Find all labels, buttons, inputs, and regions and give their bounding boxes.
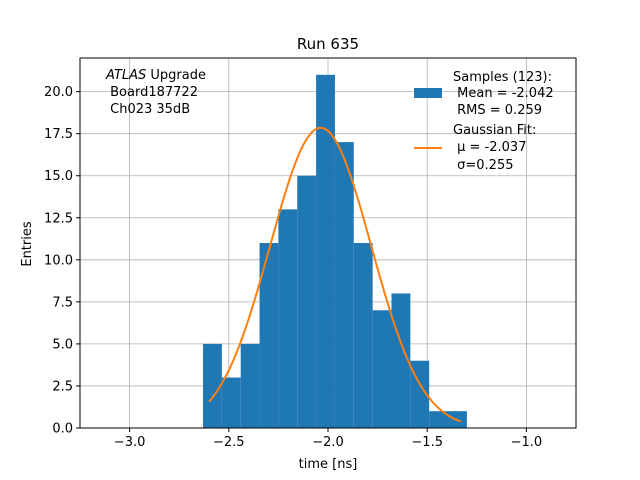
histogram-bar-1 [221,377,241,428]
histogram-bar-7 [334,142,354,428]
histogram-bar-11 [410,360,430,428]
y-tick-label-6: 15.0 [44,169,73,184]
histogram-bar-2 [240,343,260,428]
y-tick-label-0: 0.0 [52,422,73,437]
x-tick-label-0: −3.0 [114,435,146,450]
histogram-bar-6 [316,74,335,429]
y-tick-label-4: 10.0 [44,253,73,268]
histogram-bar-12 [429,411,449,428]
x-tick-label-3: −1.5 [411,435,443,450]
legend: Samples (123): Mean = -2.042 RMS = 0.259… [414,70,554,173]
histogram-bar-9 [372,310,392,428]
atlas-annotation: ATLAS Upgrade Board187722 Ch023 35dB [105,68,206,117]
y-axis-title: Entries [20,221,35,267]
y-tick-label-7: 17.5 [44,127,73,142]
annotation-line-3: Ch023 35dB [106,102,190,117]
x-tick-label-4: −1.0 [511,435,543,450]
legend-samples-line-1: Samples (123): [453,70,552,85]
y-tick-label-2: 5.0 [52,337,73,352]
annotation-line-1: ATLAS Upgrade [105,68,206,83]
histogram-bar-8 [353,243,373,428]
legend-samples-line-2: Mean = -2.042 [453,86,554,101]
gaussian-fit [208,126,462,423]
y-tick-label-5: 12.5 [44,211,73,226]
chart-title: Run 635 [297,35,359,53]
legend-fit-line-1: Gaussian Fit: [453,123,536,138]
y-tick-label-3: 7.5 [52,295,73,310]
annotation-atlas: ATLAS [105,68,146,83]
y-tick-label-8: 20.0 [44,85,73,100]
y-axis-ticks: 0.0 2.5 5.0 7.5 10.0 12.5 15.0 17.5 20.0 [44,85,80,437]
histogram-bar-5 [297,175,317,428]
annotation-line-2: Board187722 [106,85,198,100]
x-tick-label-1: −2.5 [213,435,245,450]
legend-fit-line-2: μ = -2.037 [453,140,526,155]
legend-fit-line-3: σ=0.255 [453,158,513,173]
histogram-bar-4 [278,209,298,428]
x-axis-ticks: −3.0 −2.5 −2.0 −1.5 −1.0 [114,428,542,450]
x-tick-label-2: −2.0 [312,435,344,450]
y-tick-label-1: 2.5 [52,379,73,394]
legend-samples-patch [414,88,442,98]
x-axis-title: time [ns] [299,457,358,472]
annotation-upgrade: Upgrade [146,68,206,83]
histogram-bar-0 [203,343,222,428]
legend-samples-line-3: RMS = 0.259 [453,103,542,118]
histogram-bar-3 [259,243,279,428]
gaussian-fit-curve [208,126,462,423]
